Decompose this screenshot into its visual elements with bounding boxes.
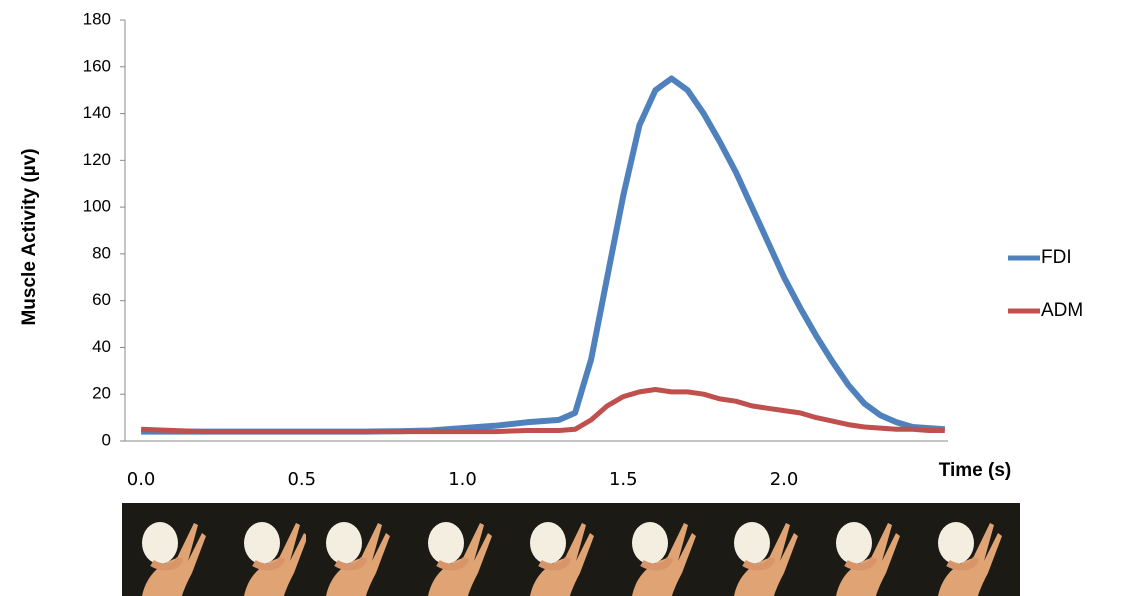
y-tick-label: 100 bbox=[83, 197, 111, 216]
x-tick-label: 1.0 bbox=[448, 469, 477, 490]
x-tick-label: 2.0 bbox=[770, 469, 799, 490]
y-tick-label: 140 bbox=[83, 103, 111, 122]
y-tick-label: 180 bbox=[83, 9, 111, 28]
x-axis-title: Time (s) bbox=[939, 460, 1012, 481]
legend-label: ADM bbox=[1041, 300, 1083, 321]
y-tick-label: 40 bbox=[92, 337, 111, 356]
x-tick-label: 1.5 bbox=[609, 469, 638, 490]
data-line bbox=[141, 75, 946, 435]
data-line bbox=[141, 387, 945, 435]
y-axis-title: Muscle Activity (µv) bbox=[19, 148, 40, 325]
y-tick-label: 80 bbox=[92, 243, 111, 262]
x-tick-label: 0.0 bbox=[127, 469, 156, 490]
legend-label: FDI bbox=[1041, 247, 1072, 268]
x-tick-label: 0.5 bbox=[287, 469, 316, 490]
y-tick-label: 0 bbox=[102, 430, 111, 449]
photo-strip bbox=[122, 503, 1137, 596]
y-tick-label: 60 bbox=[92, 290, 111, 309]
y-tick-label: 20 bbox=[92, 384, 111, 403]
y-tick-label: 120 bbox=[83, 150, 111, 169]
y-tick-label: 160 bbox=[83, 56, 111, 75]
